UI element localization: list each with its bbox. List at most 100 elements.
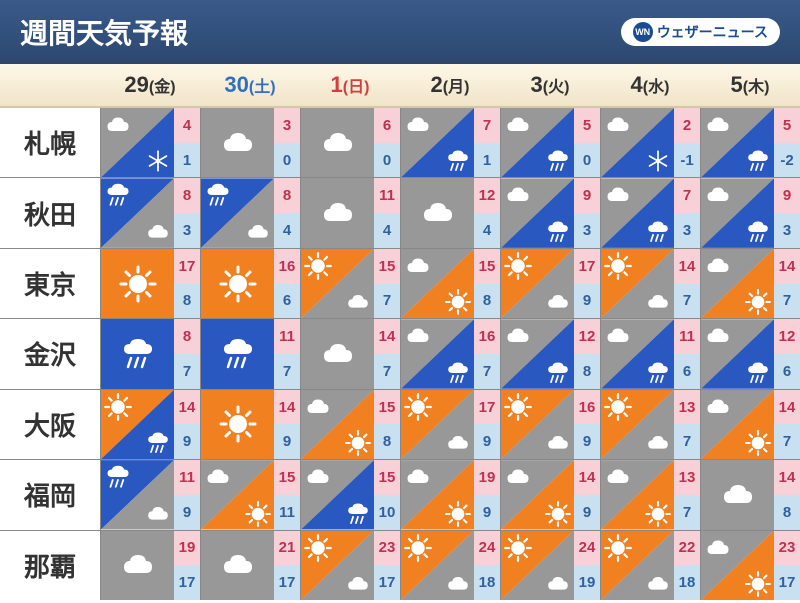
temp-box: 128 (574, 319, 600, 388)
forecast-cell: 158 (300, 390, 400, 459)
cloud-icon (344, 288, 372, 316)
temp-box: 126 (774, 319, 800, 388)
temp-box: 1510 (374, 460, 400, 529)
cloud-icon (103, 110, 133, 140)
cloud-icon (703, 110, 733, 140)
weather-icon-box (201, 108, 274, 177)
city-name: 福岡 (0, 460, 100, 529)
temp-box: 87 (174, 319, 200, 388)
date-day: 29 (124, 72, 148, 97)
cloud-icon (303, 392, 333, 422)
cloud-icon (444, 429, 472, 457)
temp-high: 2 (674, 108, 700, 143)
weather-icon-box (601, 460, 674, 529)
weather-icon-box (401, 178, 474, 247)
temp-low: 17 (174, 565, 200, 600)
temp-box: 124 (474, 178, 500, 247)
sun-icon (503, 392, 533, 422)
temp-low: 7 (774, 284, 800, 319)
temp-box: 117 (274, 319, 300, 388)
temp-low: 9 (474, 495, 500, 530)
weather-icon-box (301, 460, 374, 529)
temp-low: 0 (274, 143, 300, 178)
rain-icon (218, 334, 258, 374)
temp-box: 60 (374, 108, 400, 177)
temp-low: 4 (374, 213, 400, 248)
cloud-icon (203, 462, 233, 492)
temp-low: 18 (674, 565, 700, 600)
sun-icon (244, 500, 272, 528)
cloud-icon (544, 570, 572, 598)
temp-low: 11 (274, 495, 300, 530)
forecast-cell: 148 (700, 460, 800, 529)
temp-high: 14 (674, 249, 700, 284)
weather-icon-box (701, 390, 774, 459)
forecast-cell: 84 (200, 178, 300, 247)
cloud-icon (318, 123, 358, 163)
temp-box: 169 (574, 390, 600, 459)
temp-box: 83 (174, 178, 200, 247)
weather-icon-box (401, 249, 474, 318)
cloud-icon (444, 570, 472, 598)
forecast-cell: 119 (100, 460, 200, 529)
weather-icon-box (301, 178, 374, 247)
cloud-icon (218, 123, 258, 163)
temp-high: 12 (574, 319, 600, 354)
forecast-cell: 2218 (600, 531, 700, 600)
temp-low: 7 (674, 424, 700, 459)
forecast-cell: 128 (500, 319, 600, 388)
weather-icon-box (401, 390, 474, 459)
temp-box: 5-2 (774, 108, 800, 177)
rain-icon (103, 180, 133, 210)
sun-icon (544, 500, 572, 528)
temp-box: 147 (774, 390, 800, 459)
date-header-5: 4(水) (600, 64, 700, 106)
sun-icon (118, 264, 158, 304)
temp-low: 4 (274, 213, 300, 248)
temp-box: 114 (374, 178, 400, 247)
temp-low: 0 (374, 143, 400, 178)
weather-icon-box (301, 108, 374, 177)
temp-high: 11 (374, 178, 400, 213)
weather-icon-box (601, 249, 674, 318)
temp-high: 13 (674, 390, 700, 425)
temp-box: 147 (374, 319, 400, 388)
date-day: 30 (224, 72, 248, 97)
weather-icon-box (101, 460, 174, 529)
forecast-cell: 2317 (700, 531, 800, 600)
temp-box: 2117 (274, 531, 300, 600)
cloud-icon (403, 110, 433, 140)
temp-low: 3 (174, 213, 200, 248)
cloud-icon (218, 545, 258, 585)
forecast-cell: 178 (100, 249, 200, 318)
temp-high: 17 (174, 249, 200, 284)
temp-high: 15 (374, 460, 400, 495)
temp-box: 149 (174, 390, 200, 459)
forecast-cell: 41 (100, 108, 200, 177)
temp-box: 2-1 (674, 108, 700, 177)
date-dow: (月) (443, 79, 470, 96)
forecast-cell: 126 (700, 319, 800, 388)
temp-box: 158 (474, 249, 500, 318)
forecast-cell: 30 (200, 108, 300, 177)
date-dow: (火) (543, 79, 570, 96)
temp-low: 18 (474, 565, 500, 600)
temp-box: 30 (274, 108, 300, 177)
temp-low: -2 (774, 143, 800, 178)
temp-box: 1511 (274, 460, 300, 529)
weather-icon-box (601, 319, 674, 388)
rain-icon (103, 462, 133, 492)
snow-icon (644, 147, 672, 175)
sun-icon (444, 500, 472, 528)
weather-icon-box (401, 319, 474, 388)
forecast-cell: 93 (700, 178, 800, 247)
cloud-icon (644, 570, 672, 598)
cloud-icon (503, 321, 533, 351)
forecast-cell: 5-2 (700, 108, 800, 177)
city-name: 札幌 (0, 108, 100, 177)
temp-high: 16 (574, 390, 600, 425)
forecast-cell: 114 (300, 178, 400, 247)
forecast-cell: 2117 (200, 531, 300, 600)
temp-box: 2218 (674, 531, 700, 600)
date-header-4: 3(火) (500, 64, 600, 106)
